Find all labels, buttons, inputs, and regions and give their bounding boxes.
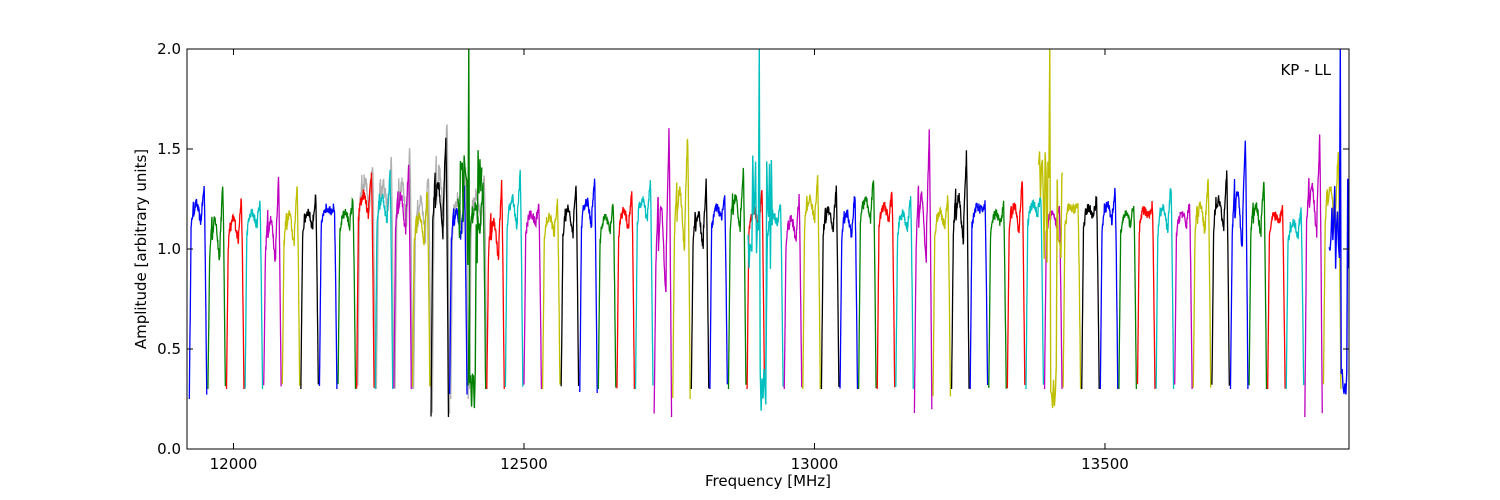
channel-series-42: [950, 150, 970, 390]
channel-series-22: [579, 178, 598, 394]
channel-series-61: [1304, 134, 1323, 418]
channel-series-2: [207, 186, 226, 390]
y-tick-label: 1.0: [157, 240, 181, 258]
channel-series-30: [727, 167, 747, 390]
channel-series-28: [690, 178, 710, 390]
spike-layer: [456, 49, 1349, 411]
channel-series-29: [709, 195, 728, 390]
x-axis: 12000 12500 13000 13500: [210, 49, 1129, 473]
channel-series-41: [932, 195, 952, 397]
channel-series-51: [1118, 205, 1137, 390]
channel-series-20: [541, 198, 561, 390]
channel-series-4: [244, 200, 264, 390]
channel-series-50: [1099, 187, 1119, 390]
channel-series-44: [988, 200, 1007, 389]
channel-series-14: [430, 137, 450, 418]
channel-series-3: [225, 198, 245, 390]
y-tick-label: 0.0: [157, 440, 181, 458]
channel-series-23: [597, 203, 617, 390]
channel-series-5: [263, 176, 282, 387]
spike-series-2: [747, 49, 773, 411]
channel-series-39: [895, 196, 914, 390]
series-layer: [188, 128, 1342, 418]
channel-series-19: [523, 203, 543, 390]
channel-series-54: [1174, 203, 1193, 390]
channel-series-60: [1285, 207, 1305, 390]
y-axis: 0.0 0.5 1.0 1.5 2.0: [157, 40, 1349, 458]
channel-series-57: [1229, 140, 1249, 390]
channel-series-37: [857, 180, 877, 390]
channel-series-7: [300, 194, 319, 390]
x-tick-label: 13000: [791, 455, 839, 473]
y-tick-label: 0.5: [157, 340, 181, 358]
channel-series-62: [1322, 152, 1342, 390]
x-tick-label: 12500: [500, 455, 548, 473]
channel-series-33: [783, 194, 803, 390]
channel-series-11: [374, 169, 394, 390]
channel-series-21: [560, 185, 580, 387]
channel-series-32: [765, 204, 784, 389]
channel-series-6: [281, 186, 301, 386]
channel-series-27: [672, 138, 691, 400]
y-tick-label: 1.5: [157, 140, 181, 158]
channel-series-48: [1062, 202, 1082, 390]
x-tick-label: 12000: [210, 455, 258, 473]
channel-series-40: [913, 129, 933, 414]
channel-series-45: [1006, 181, 1026, 389]
channel-series-13: [411, 192, 431, 387]
channel-series-59: [1267, 205, 1286, 390]
channel-series-49: [1081, 196, 1100, 390]
channel-series-26: [653, 128, 673, 418]
y-axis-title: Amplitude [arbitrary units]: [132, 149, 150, 349]
spike-series-1: [456, 49, 483, 409]
channel-series-17: [486, 179, 505, 390]
channel-series-18: [504, 169, 524, 388]
channel-series-56: [1211, 170, 1230, 386]
channel-series-34: [802, 175, 821, 390]
x-axis-title: Frequency [MHz]: [705, 472, 831, 490]
channel-series-12: [393, 164, 412, 390]
channel-series-9: [337, 196, 357, 390]
channel-series-46: [1025, 196, 1045, 390]
series-annotation: KP - LL: [1280, 61, 1331, 79]
channel-series-58: [1248, 181, 1268, 390]
channel-series-24: [616, 191, 636, 390]
channel-series-53: [1155, 188, 1175, 390]
channel-series-36: [839, 196, 859, 390]
channel-series-1: [188, 185, 208, 400]
channel-series-52: [1136, 200, 1156, 390]
spike-series-4: [1328, 49, 1349, 395]
x-tick-label: 13500: [1081, 455, 1129, 473]
channel-series-43: [969, 200, 989, 390]
channel-series-25: [634, 180, 654, 390]
channel-series-10: [356, 172, 375, 389]
channel-series-55: [1192, 178, 1212, 388]
channel-series-35: [820, 185, 840, 390]
y-tick-label: 2.0: [157, 40, 181, 58]
channel-series-38: [876, 191, 896, 390]
channel-series-8: [318, 203, 338, 390]
spike-series-3: [1037, 49, 1064, 409]
